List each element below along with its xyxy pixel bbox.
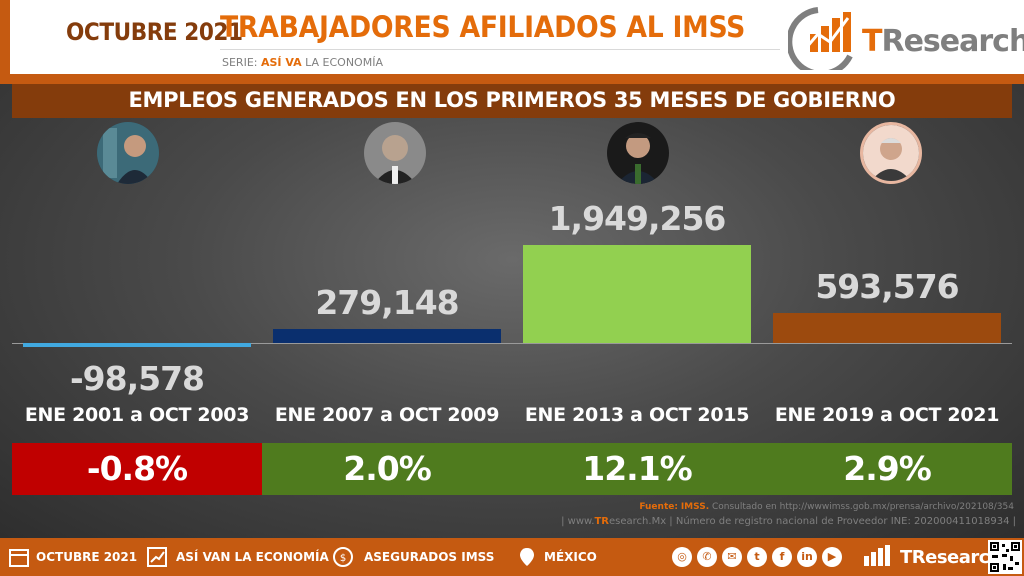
facebook-icon[interactable]: f [772,547,792,567]
chart-bar [523,245,751,343]
chart-baseline [12,343,1012,344]
money-chat-icon: $ [333,547,353,567]
mail-icon[interactable]: ✉ [722,547,742,567]
calendar-icon [9,549,29,567]
tresearch-logo-icon [788,7,853,70]
source-note: Fuente: IMSS. Consultado en http://wwwim… [639,502,1014,512]
svg-text:$: $ [340,553,346,564]
twitter-icon[interactable]: t [747,547,767,567]
category-label: ENE 2019 a OCT 2021 [774,404,1000,426]
bar-value-label: 279,148 [315,282,459,322]
president-avatar-calderon [364,122,426,184]
chart-bar [273,328,501,343]
chart-bar [773,313,1001,343]
map-pin-icon [520,548,534,566]
panel-top-stripe [0,74,1024,84]
footer-item-date[interactable]: OCTUBRE 2021 [36,550,138,564]
chart-title: EMPLEOS GENERADOS EN LOS PRIMEROS 35 MES… [128,88,896,112]
page-title: TRABAJADORES AFILIADOS AL IMSS [220,10,746,44]
logo-wordmark: TResearch [862,24,1024,59]
president-avatar-amlo [860,122,922,184]
globe-icon[interactable]: ◎ [672,547,692,567]
footer-logo-text: TResearch [900,547,1002,568]
footer-item-country[interactable]: MÉXICO [544,550,597,564]
percent-cell: -0.8% [12,443,262,495]
chart-growth-icon [147,547,167,567]
series-label: SERIE: ASÍ VA LA ECONOMÍA [222,56,383,69]
footer-item-insured[interactable]: ASEGURADOS IMSS [364,550,495,564]
chart-title-band: EMPLEOS GENERADOS EN LOS PRIMEROS 35 MES… [12,84,1012,118]
category-label: ENE 2001 a OCT 2003 [24,404,250,426]
president-avatar-fox [97,122,159,184]
bar-value-label: 593,576 [815,267,959,307]
header-divider [220,49,780,50]
series-prefix: SERIE: [222,56,258,69]
percent-cell: 12.1% [512,443,762,495]
category-label: ENE 2007 a OCT 2009 [274,404,500,426]
whatsapp-icon[interactable]: ✆ [697,547,717,567]
percent-cell: 2.9% [762,443,1012,495]
chart-bar [23,343,251,347]
registro-note: | www.TResearch.Mx | Número de registro … [561,516,1016,527]
series-highlight: ASÍ VA [260,56,302,69]
qr-code-icon[interactable] [988,540,1022,574]
percent-cell: 2.0% [262,443,512,495]
bar-value-label: 1,949,256 [548,199,727,238]
series-suffix: LA ECONOMÍA [305,56,383,69]
bar-value-label: -98,578 [69,359,205,398]
header-accent-bar [0,0,10,76]
footer-logo-icon [864,545,890,566]
president-avatar-pena [607,122,669,184]
header-date: OCTUBRE 2021 [66,18,243,46]
footer-item-series[interactable]: ASÍ VAN LA ECONOMÍA [176,550,329,564]
linkedin-icon[interactable]: in [797,547,817,567]
youtube-icon[interactable]: ▶ [822,547,842,567]
category-label: ENE 2013 a OCT 2015 [524,404,750,426]
footer-bar: OCTUBRE 2021 ASÍ VAN LA ECONOMÍA $ ASEGU… [0,538,1024,576]
